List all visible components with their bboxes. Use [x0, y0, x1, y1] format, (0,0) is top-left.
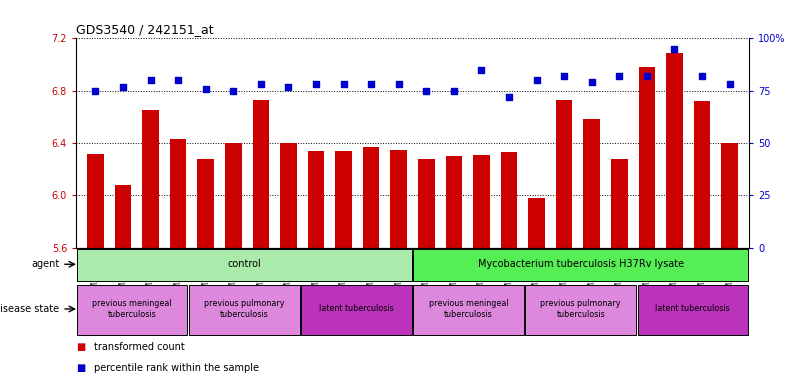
Point — [255, 81, 268, 88]
Bar — [115, 185, 131, 384]
Bar — [225, 143, 242, 384]
Bar — [556, 100, 573, 384]
Bar — [87, 154, 103, 384]
Bar — [638, 285, 748, 335]
Bar — [252, 100, 269, 384]
Text: disease state: disease state — [0, 304, 59, 314]
Text: GDS3540 / 242151_at: GDS3540 / 242151_at — [76, 23, 214, 36]
Point — [502, 94, 515, 100]
Point — [668, 46, 681, 52]
Point — [364, 81, 377, 88]
Text: control: control — [227, 259, 261, 269]
Bar — [694, 101, 710, 384]
Point — [613, 73, 626, 79]
Point — [392, 81, 405, 88]
Point — [420, 88, 433, 94]
Bar — [197, 159, 214, 384]
Bar — [336, 151, 352, 384]
Text: latent tuberculosis: latent tuberculosis — [655, 305, 731, 313]
Point — [586, 79, 598, 85]
Point — [227, 88, 239, 94]
Point — [199, 86, 212, 92]
Point — [475, 67, 488, 73]
Bar — [77, 285, 187, 335]
Point — [282, 83, 295, 89]
Bar — [445, 156, 462, 384]
Point — [695, 73, 708, 79]
Text: previous meningeal
tuberculosis: previous meningeal tuberculosis — [429, 299, 509, 319]
Bar — [418, 159, 435, 384]
Text: percentile rank within the sample: percentile rank within the sample — [94, 363, 259, 373]
Point — [89, 88, 102, 94]
Bar — [722, 143, 738, 384]
Text: ■: ■ — [76, 342, 86, 352]
Point — [723, 81, 736, 88]
Point — [557, 73, 570, 79]
Point — [641, 73, 654, 79]
Text: previous pulmonary
tuberculosis: previous pulmonary tuberculosis — [541, 299, 621, 319]
Text: Mycobacterium tuberculosis H37Rv lysate: Mycobacterium tuberculosis H37Rv lysate — [477, 259, 684, 269]
Bar — [413, 285, 524, 335]
Bar — [170, 139, 187, 384]
Bar — [473, 155, 489, 384]
Bar — [390, 150, 407, 384]
Bar — [611, 159, 628, 384]
Point — [310, 81, 323, 88]
Bar — [529, 198, 545, 384]
Point — [171, 77, 184, 83]
Bar — [363, 147, 380, 384]
Text: transformed count: transformed count — [94, 342, 184, 352]
Text: previous pulmonary
tuberculosis: previous pulmonary tuberculosis — [204, 299, 284, 319]
Bar — [525, 285, 636, 335]
Point — [144, 77, 157, 83]
Point — [530, 77, 543, 83]
Bar — [666, 53, 682, 384]
Bar — [189, 285, 300, 335]
Bar — [638, 67, 655, 384]
Point — [448, 88, 461, 94]
Bar — [501, 152, 517, 384]
Point — [337, 81, 350, 88]
Bar — [301, 285, 412, 335]
Text: agent: agent — [31, 259, 59, 269]
Bar — [413, 250, 748, 280]
Text: ■: ■ — [76, 363, 86, 373]
Bar — [280, 143, 296, 384]
Text: previous meningeal
tuberculosis: previous meningeal tuberculosis — [92, 299, 172, 319]
Bar — [583, 119, 600, 384]
Bar — [77, 250, 412, 280]
Bar — [308, 151, 324, 384]
Point — [117, 83, 130, 89]
Text: latent tuberculosis: latent tuberculosis — [319, 305, 394, 313]
Bar — [143, 110, 159, 384]
